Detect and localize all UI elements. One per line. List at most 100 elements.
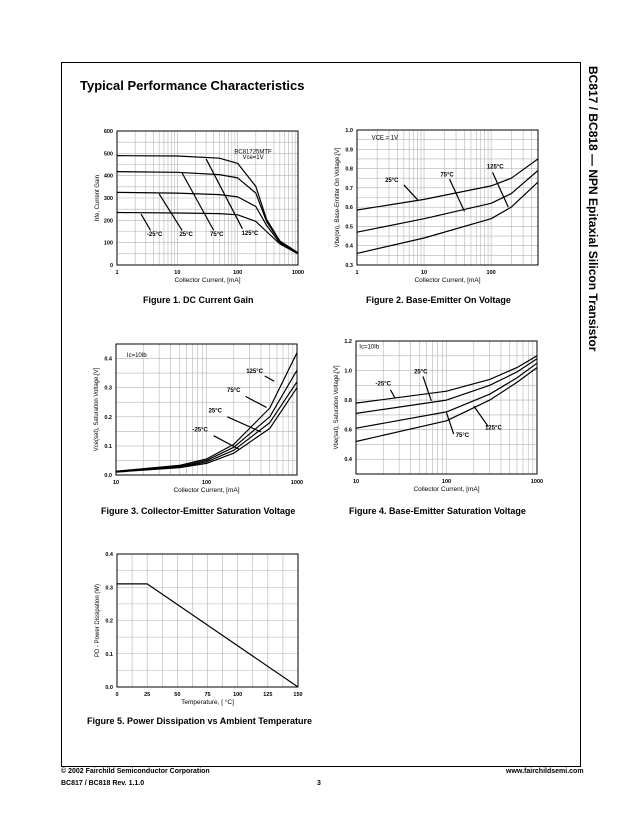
footer-copyright: © 2002 Fairchild Semiconductor Corporati… xyxy=(61,768,210,775)
x-tick-label: 1000 xyxy=(531,479,543,485)
series-label: 25°C xyxy=(209,408,223,414)
chart-3: 10 100 1000 0.0 0.1 0.2 0.3 0.4 Collector Curren… xyxy=(94,343,303,494)
y-tick-label: 0.4 xyxy=(344,457,353,463)
series-line-minus25c xyxy=(116,211,299,255)
series-line-125c xyxy=(356,181,539,254)
series-line-125c xyxy=(355,367,538,443)
plot-frame xyxy=(356,129,539,266)
x-tick-label: 1 xyxy=(115,270,118,276)
y-tick-label: 0.3 xyxy=(105,585,113,591)
y-tick-label: 0.4 xyxy=(105,552,114,558)
chart-1: 1 10 100 1000 0 100 200 300 400 500 600 Collector C… xyxy=(95,129,304,284)
y-tick-label: 1.0 xyxy=(344,369,352,375)
y-tick-label: 1.2 xyxy=(344,339,352,345)
x-tick-label: 1000 xyxy=(291,480,303,486)
figure-3-caption: Figure 3. Collector-Emitter Saturation V… xyxy=(101,506,296,516)
annotation-arrow xyxy=(389,389,396,399)
plot-frame xyxy=(115,343,298,476)
figure-1-caption: Figure 1. DC Current Gain xyxy=(143,295,254,305)
page-frame xyxy=(61,62,581,767)
annotation-arrow xyxy=(227,416,262,433)
chart-2: 1 10 100 0.3 0.4 0.5 0.6 0.7 0.8 0.9 1.0 Collector … xyxy=(335,128,539,284)
x-tick-label: 125 xyxy=(263,692,272,698)
series-label: 125°C xyxy=(246,369,263,375)
x-tick-label: 25 xyxy=(144,692,150,698)
series-line-125c xyxy=(115,352,298,472)
annotation-arrow xyxy=(403,184,419,201)
chart-note: VCE = 1V xyxy=(372,136,399,142)
series-label: 75°C xyxy=(456,433,470,439)
x-tick-label: 75 xyxy=(204,692,210,698)
y-axis-label: PD - Power Dissipation (W) xyxy=(95,584,101,657)
x-axis-label: Collector Current, [mA] xyxy=(174,277,240,284)
chart-note: BC81725MTF xyxy=(234,149,272,155)
annotation-arrow xyxy=(245,395,267,408)
y-tick-label: 0.2 xyxy=(105,619,113,625)
series-label: -25°C xyxy=(147,232,163,238)
chart-note: Ic=10Ib xyxy=(127,353,148,359)
figure-5-caption: Figure 5. Power Dissipation vs Ambient T… xyxy=(87,716,313,726)
x-tick-label: 1 xyxy=(355,270,358,276)
series-line-125c xyxy=(116,155,299,254)
figure-4-caption: Figure 4. Base-Emitter Saturation Voltag… xyxy=(349,506,526,516)
y-tick-label: 0.0 xyxy=(104,473,112,479)
x-tick-label: 10 xyxy=(353,479,359,485)
page-title: Typical Performance Characteristics xyxy=(80,78,305,93)
y-tick-label: 0.1 xyxy=(105,652,113,658)
annotation-arrow xyxy=(473,405,489,428)
footer-website[interactable]: www.fairchildsemi.com xyxy=(506,768,584,775)
plot-frame xyxy=(116,553,299,688)
annotation-arrow xyxy=(205,158,243,230)
footer-revision: BC817 / BC818 Rev. 1.1.0 xyxy=(61,780,145,787)
y-tick-label: 0.5 xyxy=(345,224,353,230)
y-tick-label: 200 xyxy=(104,218,113,224)
series-label: 25°C xyxy=(179,232,193,238)
x-tick-label: 1000 xyxy=(292,270,304,276)
x-axis-label: Collector Current, [mA] xyxy=(173,487,239,494)
y-tick-label: 0.9 xyxy=(345,147,353,153)
y-tick-label: 0.4 xyxy=(345,244,354,250)
y-tick-label: 0.3 xyxy=(345,263,353,269)
x-tick-label: 10 xyxy=(113,480,119,486)
y-tick-label: 0.8 xyxy=(344,398,352,404)
y-tick-label: 0.6 xyxy=(344,428,352,434)
y-tick-label: 0.8 xyxy=(345,167,353,173)
series-line-75c xyxy=(355,362,538,429)
series-label: 125°C xyxy=(485,426,502,432)
x-axis-label: Collector Current, [mA] xyxy=(413,486,479,493)
y-tick-label: 0.4 xyxy=(104,357,113,363)
x-tick-label: 50 xyxy=(174,692,180,698)
y-tick-label: 0.1 xyxy=(104,444,112,450)
series-line-25c xyxy=(115,381,298,473)
series-line-25c xyxy=(356,158,539,211)
x-tick-label: 100 xyxy=(442,479,451,485)
series-label: 125°C xyxy=(242,231,259,237)
series-line-75c xyxy=(115,369,298,473)
y-axis-label: Vce(sat), Saturation Voltage,[V] xyxy=(94,367,100,451)
x-tick-label: 10 xyxy=(174,270,180,276)
x-axis-label: Temperature, [ °C] xyxy=(181,698,234,706)
plot-frame xyxy=(355,340,538,475)
series-line-PD xyxy=(117,583,299,688)
y-tick-label: 300 xyxy=(104,196,113,202)
chart-4: 10 100 1000 0.4 0.6 0.8 1.0 1.2 Collector Curren… xyxy=(334,339,543,493)
annotation-arrow xyxy=(422,376,432,402)
footer-page-number: 3 xyxy=(317,780,321,787)
y-tick-label: 0 xyxy=(110,263,113,269)
annotation-arrow xyxy=(140,213,152,231)
chart-note: Ic=10Ib xyxy=(359,344,380,350)
series-line-25c xyxy=(355,358,538,414)
figure-2-caption: Figure 2. Base-Emitter On Voltage xyxy=(366,295,511,305)
y-axis-label: hfe, Current Gain xyxy=(95,175,101,221)
series-line-minus25c xyxy=(355,355,538,404)
y-tick-label: 100 xyxy=(104,241,113,247)
annotation-arrow xyxy=(491,172,509,208)
x-tick-label: 100 xyxy=(487,270,496,276)
y-axis-label: Vbe(sat), Saturation Voltage,[V] xyxy=(334,365,340,449)
series-label: 75°C xyxy=(440,172,454,178)
y-tick-label: 0.3 xyxy=(104,386,112,392)
y-tick-label: 0.2 xyxy=(104,415,112,421)
annotation-arrow xyxy=(181,172,215,231)
series-label: -25°C xyxy=(376,381,392,387)
